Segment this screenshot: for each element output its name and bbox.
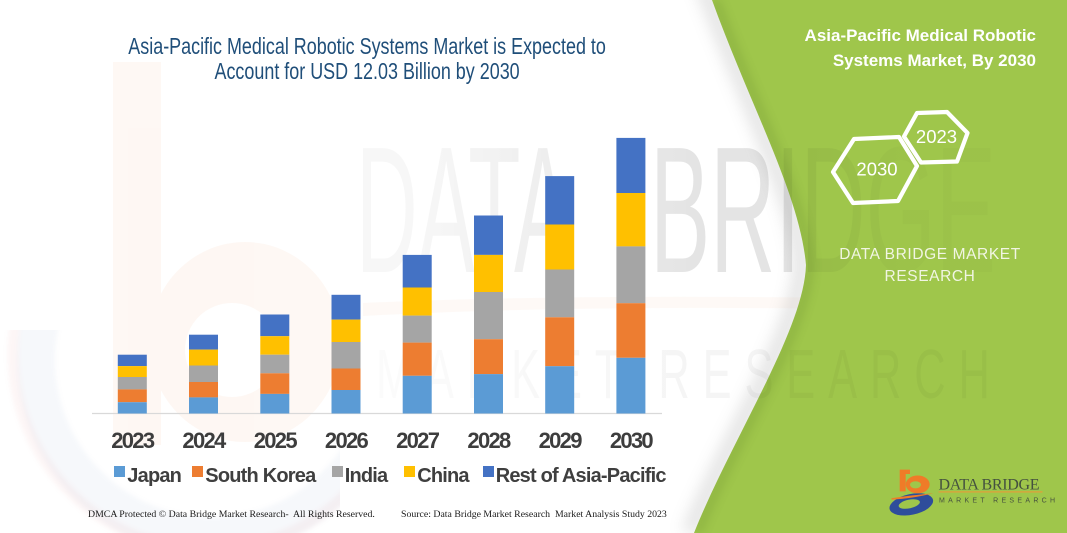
svg-text:2030: 2030 [856,159,897,180]
svg-text:DATA BRIDGE: DATA BRIDGE [939,477,1040,494]
svg-text:2023: 2023 [916,126,957,147]
svg-text:MARKET RESEARCH: MARKET RESEARCH [939,498,1058,505]
svg-text:DATA: DATA [356,110,571,311]
